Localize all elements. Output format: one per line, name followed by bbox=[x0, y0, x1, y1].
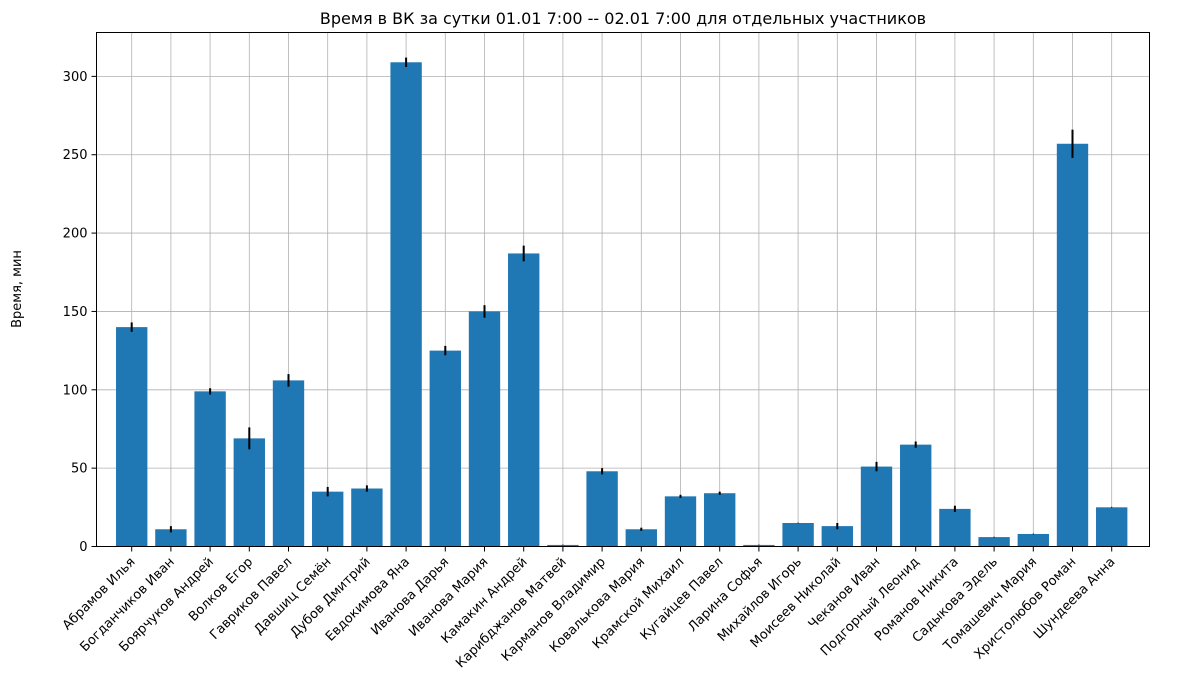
bar bbox=[1017, 533, 1049, 547]
y-tick-label: 300 bbox=[63, 70, 88, 85]
bar bbox=[508, 253, 540, 547]
bar bbox=[390, 62, 422, 547]
bar bbox=[1096, 507, 1128, 547]
bar bbox=[351, 488, 383, 547]
y-tick-label: 200 bbox=[63, 227, 88, 242]
x-tick-label: Чеканов Иван bbox=[806, 555, 884, 633]
plot-frame bbox=[96, 32, 1150, 547]
bar bbox=[1056, 143, 1089, 547]
bar bbox=[978, 537, 1010, 547]
bar bbox=[194, 391, 226, 547]
bar bbox=[625, 529, 657, 547]
bar bbox=[233, 438, 265, 547]
bar bbox=[664, 496, 697, 547]
bar bbox=[547, 544, 579, 547]
bar bbox=[782, 522, 814, 547]
bar bbox=[116, 327, 148, 547]
chart-title: Время в ВК за сутки 01.01 7:00 -- 02.01 … bbox=[320, 9, 926, 28]
bar bbox=[468, 311, 501, 547]
y-tick-label: 150 bbox=[63, 305, 88, 320]
bars bbox=[116, 62, 1128, 547]
y-tick-label: 100 bbox=[63, 383, 88, 398]
y-tick-label: 50 bbox=[71, 462, 88, 477]
bar bbox=[155, 529, 187, 547]
y-tick-label: 0 bbox=[79, 540, 87, 555]
bar bbox=[586, 471, 618, 547]
bar bbox=[939, 508, 971, 547]
y-axis-label: Время, мин bbox=[10, 250, 25, 328]
error-bars bbox=[130, 57, 1113, 546]
bar bbox=[743, 544, 775, 547]
bar bbox=[272, 380, 305, 547]
bar bbox=[429, 350, 461, 547]
bar bbox=[821, 526, 853, 547]
bar bbox=[900, 444, 932, 547]
bar bbox=[312, 491, 344, 547]
bar bbox=[860, 466, 893, 547]
bar bbox=[704, 493, 736, 547]
y-tick-label: 250 bbox=[63, 148, 88, 163]
y-axis: 0 50 100 150 200 250 300 bbox=[63, 70, 97, 555]
